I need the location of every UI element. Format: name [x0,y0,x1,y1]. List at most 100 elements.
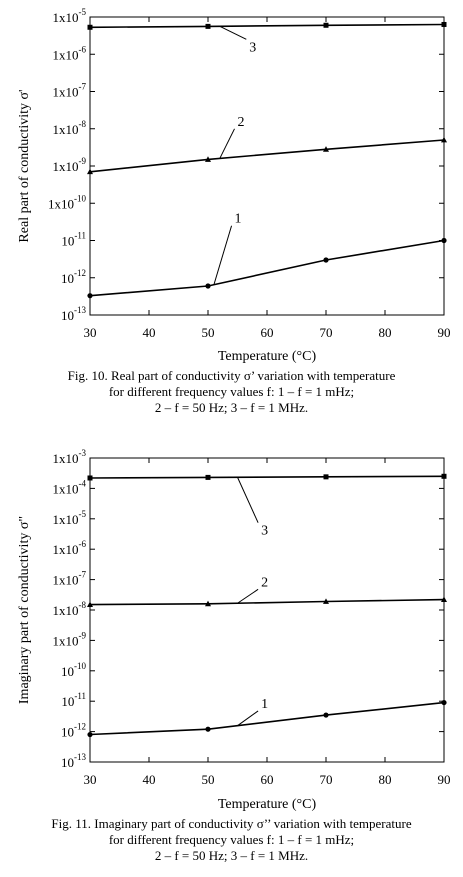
y-tick-exponent: -4 [79,478,87,488]
data-point [441,473,447,479]
x-tick-label: 30 [84,325,97,340]
x-tick-label: 60 [261,325,274,340]
series-line [89,701,445,736]
y-tick-label: 10-12 [61,722,86,740]
y-tick-base: 10 [61,664,74,679]
y-tick-base: 10 [61,308,74,323]
series-line [89,23,445,29]
y-tick-label: 1x10-3 [53,448,87,466]
y-tick-base: 1x10 [53,122,79,137]
curve-label: 1 [235,212,242,227]
caption-line-3: 2 – f = 50 Hz; 3 – f = 1 MHz. [154,400,309,415]
y-tick-exponent: -5 [79,7,87,17]
y-tick-exponent: -8 [79,119,87,129]
y-tick-base: 10 [61,725,74,740]
data-point [323,598,329,604]
y-tick-base: 10 [61,234,74,249]
figure-11: 30 40 50 60 70 80 90 1x10-3 1x10-4 1x10-5 1x10-6 1x… [0,440,463,877]
data-point [87,475,93,481]
data-point [87,731,93,738]
curve-label: 1 [261,697,268,712]
annotation-leader [219,25,247,40]
y-tick-base: 10 [61,694,74,709]
data-point [323,146,329,152]
annotation-leader [237,588,259,604]
data-point [323,22,329,28]
x-tick-label: 90 [438,772,451,787]
y-tick-base: 10 [61,755,74,770]
caption-line-2: for different frequency values f: 1 – f … [108,384,355,399]
y-tick-exponent: -11 [74,231,86,241]
y-tick-base: 1x10 [53,512,79,527]
data-point [205,23,211,29]
annotation-leader [213,225,233,285]
y-tick-exponent: -10 [74,193,86,203]
figure-10: 30 40 50 60 70 80 90 1x10-5 1x10-6 1x10-7 1x10-8 1x… [0,0,463,430]
y-tick-exponent: -13 [74,305,86,315]
y-tick-base: 1x10 [53,633,79,648]
series-line [89,139,445,173]
y-tick-base: 10 [61,271,74,286]
y-tick-base: 1x10 [53,10,79,25]
y-axis-title: Imaginary part of conductivity σ" [17,516,32,704]
caption-line-2: for different frequency values f: 1 – f … [108,832,355,847]
y-tick-label: 1x10-5 [53,7,87,25]
annotation-leader [237,477,259,523]
y-tick-base: 1x10 [48,196,74,211]
x-tick-label: 60 [261,772,274,787]
data-point [323,474,329,480]
y-tick-exponent: -7 [79,570,87,580]
curve-label: 2 [261,575,268,590]
y-tick-label: 1x10-4 [53,478,87,496]
y-tick-label: 1x10-9 [53,156,87,174]
series-line [89,475,445,479]
figure-caption: Fig. 10. Real part of conductivity σ’ va… [0,368,463,416]
y-tick-exponent: -6 [79,539,87,549]
y-axis-title: Real part of conductivity σ' [17,89,32,242]
y-tick-exponent: -9 [79,630,87,640]
x-tick-label: 80 [379,325,392,340]
curve-label: 3 [261,524,268,539]
data-point [205,283,211,289]
y-tick-exponent: -8 [79,600,87,610]
series-line [89,239,445,297]
data-point [441,699,447,706]
y-tick-base: 1x10 [53,603,79,618]
y-tick-label: 10-11 [61,231,86,249]
y-tick-base: 1x10 [53,451,79,466]
data-point [205,600,211,607]
y-tick-label: 1x10-10 [48,193,86,211]
curve-label: 2 [238,115,245,130]
plot-frame [89,457,445,763]
y-tick-exponent: -6 [79,44,87,54]
x-axis-title: Temperature (°C) [218,349,317,364]
chart-real-conductivity: 30 40 50 60 70 80 901x10-51x10-61x10-71x10-81x… [17,7,451,364]
y-tick-exponent: -3 [79,448,87,458]
chart-imaginary-conductivity: 30 40 50 60 70 80 901x10-31x10-41x10-51x10-61x… [17,448,451,812]
data-point [205,726,211,732]
y-tick-base: 1x10 [53,542,79,557]
y-tick-label: 10-12 [61,268,86,286]
data-point [87,24,93,30]
data-point [323,712,329,718]
data-point [87,168,93,175]
data-point [205,474,211,480]
data-point [323,257,329,263]
curve-label: 3 [249,40,256,55]
y-tick-base: 1x10 [53,85,79,100]
y-tick-label: 1x10-6 [53,44,87,62]
annotation-leader [237,710,259,727]
x-tick-label: 70 [320,772,333,787]
caption-line-3: 2 – f = 50 Hz; 3 – f = 1 MHz. [154,848,309,863]
x-tick-label: 30 [84,772,97,787]
data-point [87,601,93,608]
data-point [87,293,93,299]
x-tick-label: 80 [379,772,392,787]
x-tick-label: 50 [202,325,215,340]
y-tick-exponent: -7 [79,82,87,92]
y-tick-label: 1x10-8 [53,600,87,618]
y-tick-label: 10-13 [61,752,86,770]
y-tick-label: 10-10 [61,661,86,679]
y-tick-exponent: -12 [74,268,86,278]
series-line [89,598,445,606]
